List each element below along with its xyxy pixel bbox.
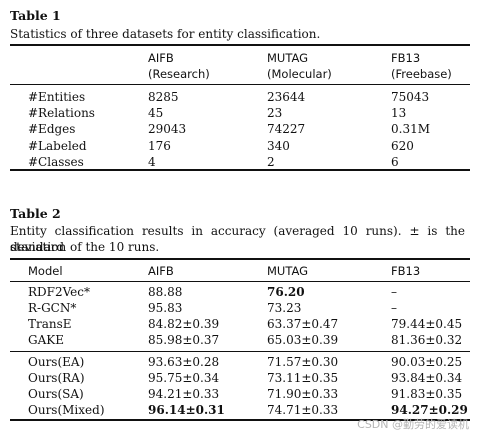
table2-cell: 93.63±0.28 [148,355,220,369]
table2-row-model: Ours(EA) [28,355,85,369]
table2-header-rule [10,281,470,282]
table2-row: GAKE 85.98±0.37 65.03±0.39 81.36±0.32 [0,332,481,348]
table2-cell: 85.98±0.37 [148,333,220,347]
table1-header-fb13: FB13 [391,51,421,65]
table1-header-fb13-sub: (Freebase) [391,67,452,81]
table2-row: Ours(RA) 95.75±0.34 73.11±0.35 93.84±0.34 [0,370,481,386]
table1-row-label: #Classes [28,154,84,169]
table1-label: Table 1 [10,8,61,23]
table2-row: Ours(SA) 94.21±0.33 71.90±0.33 91.83±0.35 [0,386,481,402]
table1-row: #Relations 45 23 13 [0,105,481,121]
table1-cell: 0.31M [391,122,431,137]
table2-cell: 76.20 [267,285,305,299]
table1-cell: 75043 [391,90,430,104]
table2-cell: 91.83±0.35 [391,387,463,401]
table2-cell: – [391,285,397,299]
table2-cell: 81.36±0.32 [391,333,463,347]
table2-caption-line1: Entity classification results in accurac… [10,224,465,254]
table1-mid-rule [10,84,470,85]
table2-row-model: TransE [28,317,72,331]
table2-row: Ours(Mixed) 96.14±0.31 74.71±0.33 94.27±0.2… [0,402,481,418]
table2-cell: 84.82±0.39 [148,317,220,331]
table1-row-label: #Entities [28,90,86,104]
table2-cell: 71.90±0.33 [267,387,339,401]
table1-row-label: #Edges [28,122,76,137]
table2-row-model: Ours(Mixed) [28,403,105,417]
table1-bottom-rule [10,169,470,171]
table2-header-fb13: FB13 [391,264,421,278]
table1-header-mutag-sub: (Molecular) [267,67,332,81]
table2-row: RDF2Vec* 88.88 76.20 – [0,284,481,300]
table2-cell: 73.23 [267,301,302,315]
table1-caption: Statistics of three datasets for entity … [10,27,321,41]
table1-row-label: #Labeled [28,138,87,153]
table1-cell: 13 [391,106,407,121]
table1-cell: 4 [148,154,156,169]
table1-cell: 29043 [148,122,187,137]
table1-cell: 74227 [267,122,306,137]
table1-row-label: #Relations [28,106,95,121]
table1-cell: 23644 [267,90,306,104]
table1-row: #Entities 8285 23644 75043 [0,89,481,105]
table2-header-mutag: MUTAG [267,264,309,278]
table1-cell: 45 [148,106,164,121]
table2-cell: 94.21±0.33 [148,387,220,401]
table2-cell: 96.14±0.31 [148,403,225,417]
table2-cell: 93.84±0.34 [391,371,463,385]
table2-bottom-rule [10,419,470,421]
table2-row-model: R-GCN* [28,301,77,315]
table1-row: #Classes 4 2 6 [0,154,481,170]
table2-top-rule [10,258,470,260]
table2-row: TransE 84.82±0.39 63.37±0.47 79.44±0.45 [0,316,481,332]
table2-cell: 88.88 [148,285,183,299]
table2-header-aifb: AIFB [148,264,174,278]
table2-cell: 71.57±0.30 [267,355,339,369]
table1-cell: 8285 [148,90,179,104]
table1-header-names: AIFB MUTAG FB13 [0,50,481,66]
table2-cell: 73.11±0.35 [267,371,339,385]
table1-header-aifb: AIFB [148,51,174,65]
table2-cell: 79.44±0.45 [391,317,463,331]
table2-caption-line2: deviation of the 10 runs. [10,240,160,254]
table2-group-rule [10,351,470,352]
table2-cell: – [391,301,397,315]
table2-row-model: Ours(RA) [28,371,85,385]
table2-cell: 94.27±0.29 [391,403,468,417]
table1-cell: 6 [391,154,399,169]
table2-cell: 74.71±0.33 [267,403,339,417]
table2-row-model: Ours(SA) [28,387,84,401]
table2-row-model: GAKE [28,333,64,347]
table2-row-model: RDF2Vec* [28,285,91,299]
table2-header-model: Model [28,264,63,278]
table2-label: Table 2 [10,206,61,221]
table2-cell: 65.03±0.39 [267,333,339,347]
table1-header-aifb-sub: (Research) [148,67,210,81]
table2-header-row: Model AIFB MUTAG FB13 [0,263,481,279]
watermark: CSDN @勤劳的爱读机 [357,418,469,431]
table2-cell: 95.83 [148,301,183,315]
table1-cell: 176 [148,138,171,153]
table2-row: Ours(EA) 93.63±0.28 71.57±0.30 90.03±0.25 [0,354,481,370]
table1-cell: 2 [267,154,275,169]
table1-header-subs: (Research) (Molecular) (Freebase) [0,66,481,82]
table1-cell: 340 [267,138,290,153]
table1-top-rule [10,44,470,46]
table2-cell: 63.37±0.47 [267,317,339,331]
table2-cell: 90.03±0.25 [391,355,463,369]
table1-cell: 23 [267,106,283,121]
table1-row: #Labeled 176 340 620 [0,138,481,154]
table2-row: R-GCN* 95.83 73.23 – [0,300,481,316]
table1-cell: 620 [391,138,414,153]
table1-row: #Edges 29043 74227 0.31M [0,121,481,137]
table1-header-mutag: MUTAG [267,51,309,65]
table2-cell: 95.75±0.34 [148,371,220,385]
